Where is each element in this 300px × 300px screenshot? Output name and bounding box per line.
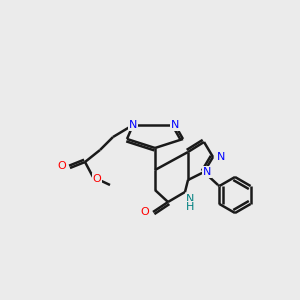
Text: N: N: [203, 167, 211, 177]
Text: O: O: [141, 207, 149, 217]
Text: O: O: [93, 174, 101, 184]
Text: N: N: [186, 194, 194, 204]
Text: N: N: [171, 120, 179, 130]
Text: H: H: [186, 202, 194, 212]
Text: O: O: [58, 161, 66, 171]
Text: N: N: [129, 120, 137, 130]
Text: N: N: [217, 152, 225, 162]
